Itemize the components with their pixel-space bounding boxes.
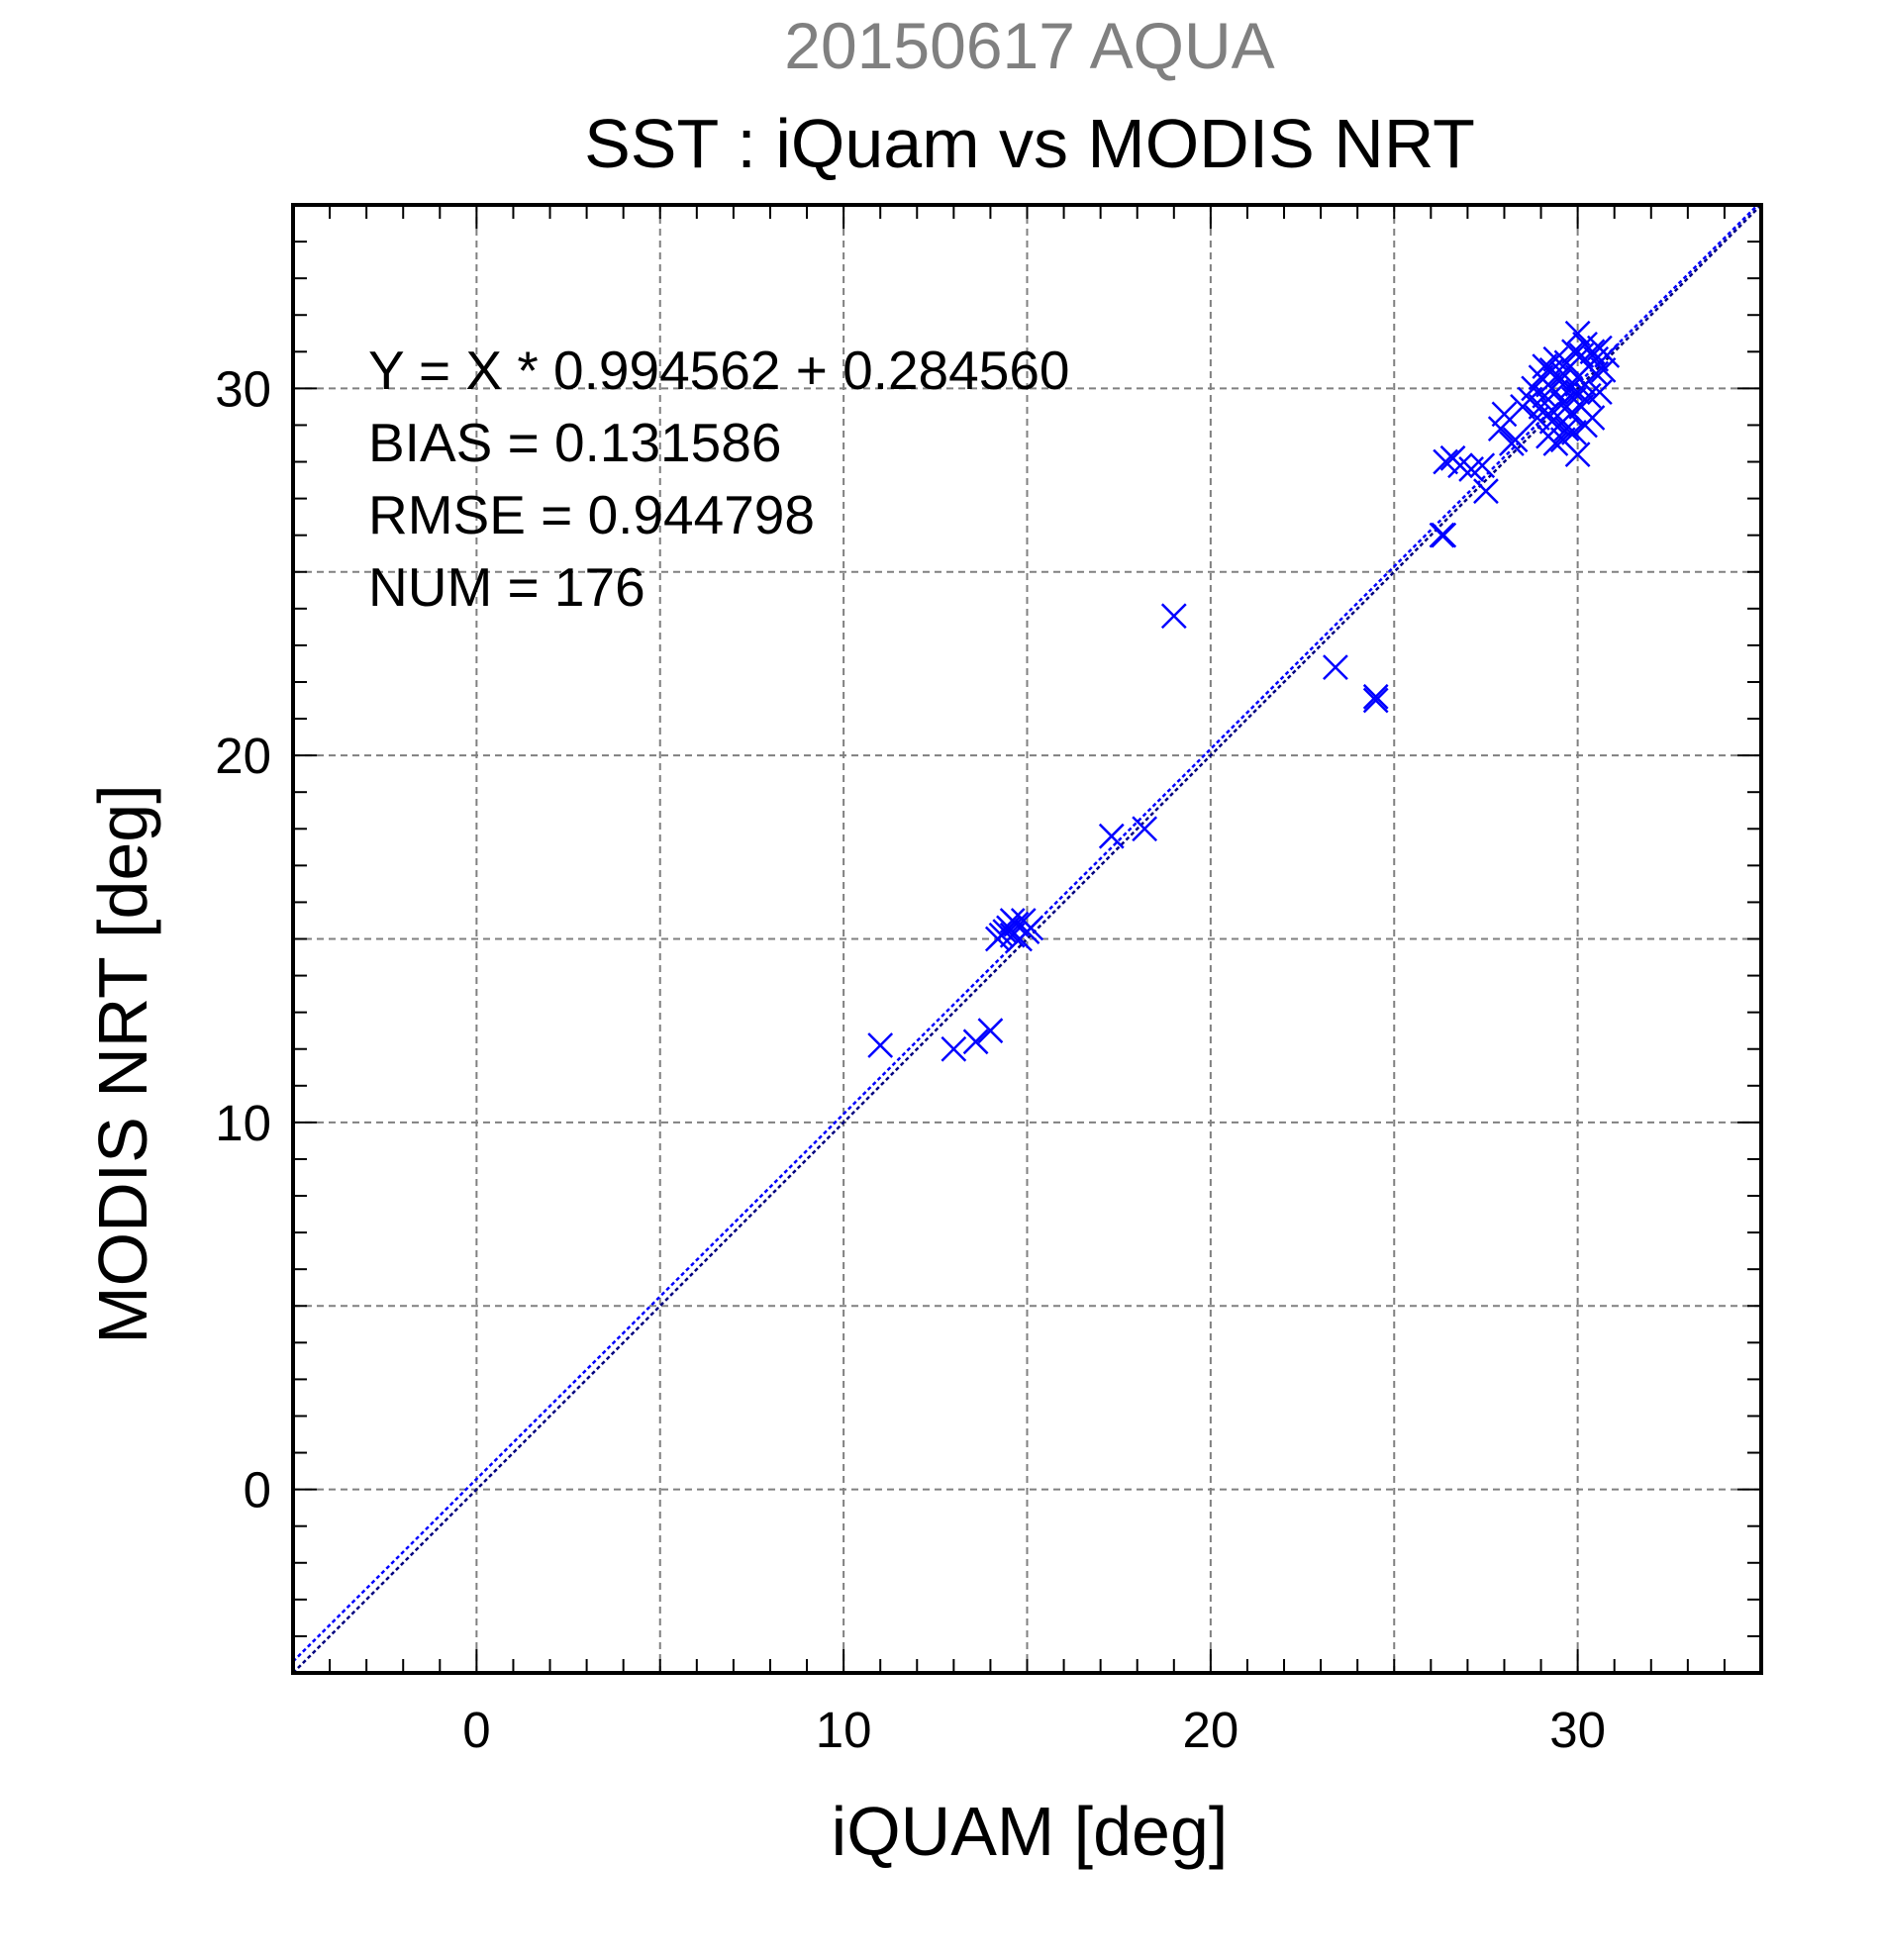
chart-date-title: 20150617 AQUA (784, 9, 1275, 82)
data-point (1502, 427, 1529, 453)
data-point (1594, 343, 1621, 368)
data-point (1491, 401, 1518, 428)
data-point (1473, 478, 1499, 505)
num-value: NUM = 176 (368, 556, 645, 618)
data-point (1429, 522, 1455, 548)
plot-frame (291, 203, 1763, 1675)
data-point (977, 1018, 1004, 1044)
y-tick-label: 30 (215, 360, 271, 417)
data-point (1579, 339, 1606, 365)
regression-equation: Y = X * 0.994562 + 0.284560 (368, 340, 1070, 401)
data-point (1487, 416, 1514, 442)
data-point (1362, 683, 1389, 710)
data-point (1323, 654, 1348, 681)
data-point (1542, 345, 1569, 372)
data-point (1098, 823, 1125, 849)
data-point (867, 1032, 894, 1058)
data-point (999, 908, 1026, 933)
data-point (1018, 915, 1044, 941)
data-point (940, 1035, 967, 1062)
data-point (1433, 448, 1459, 475)
y-tick-label: 20 (215, 728, 271, 784)
y-tick-label: 10 (215, 1095, 271, 1151)
y-tick-label: 0 (244, 1462, 271, 1519)
data-point (962, 1029, 989, 1055)
x-axis-label: iQUAM [deg] (831, 1793, 1229, 1870)
x-tick-label: 10 (816, 1702, 872, 1758)
x-tick-label: 30 (1549, 1702, 1606, 1758)
data-point (1532, 353, 1558, 380)
chart-title: SST : iQuam vs MODIS NRT (584, 105, 1475, 182)
x-tick-label: 20 (1183, 1702, 1239, 1758)
data-point (1538, 408, 1565, 435)
y-axis-label: MODIS NRT [deg] (84, 784, 161, 1344)
rmse-value: RMSE = 0.944798 (368, 484, 815, 545)
x-tick-label: 0 (462, 1702, 490, 1758)
data-point (988, 922, 1015, 948)
data-point (1564, 320, 1591, 346)
data-point (1160, 603, 1187, 630)
data-point (1132, 816, 1158, 842)
data-point (1572, 412, 1598, 439)
data-point (1431, 522, 1457, 548)
bias-value: BIAS = 0.131586 (368, 412, 782, 473)
data-point (1362, 687, 1389, 714)
data-point (1586, 379, 1613, 405)
data-point (1564, 379, 1591, 405)
data-point (1590, 356, 1617, 383)
data-point (1549, 427, 1576, 453)
data-point (1561, 419, 1587, 445)
data-point (1469, 452, 1496, 479)
stats-box: Y = X * 0.994562 + 0.284560 BIAS = 0.131… (368, 335, 1070, 624)
